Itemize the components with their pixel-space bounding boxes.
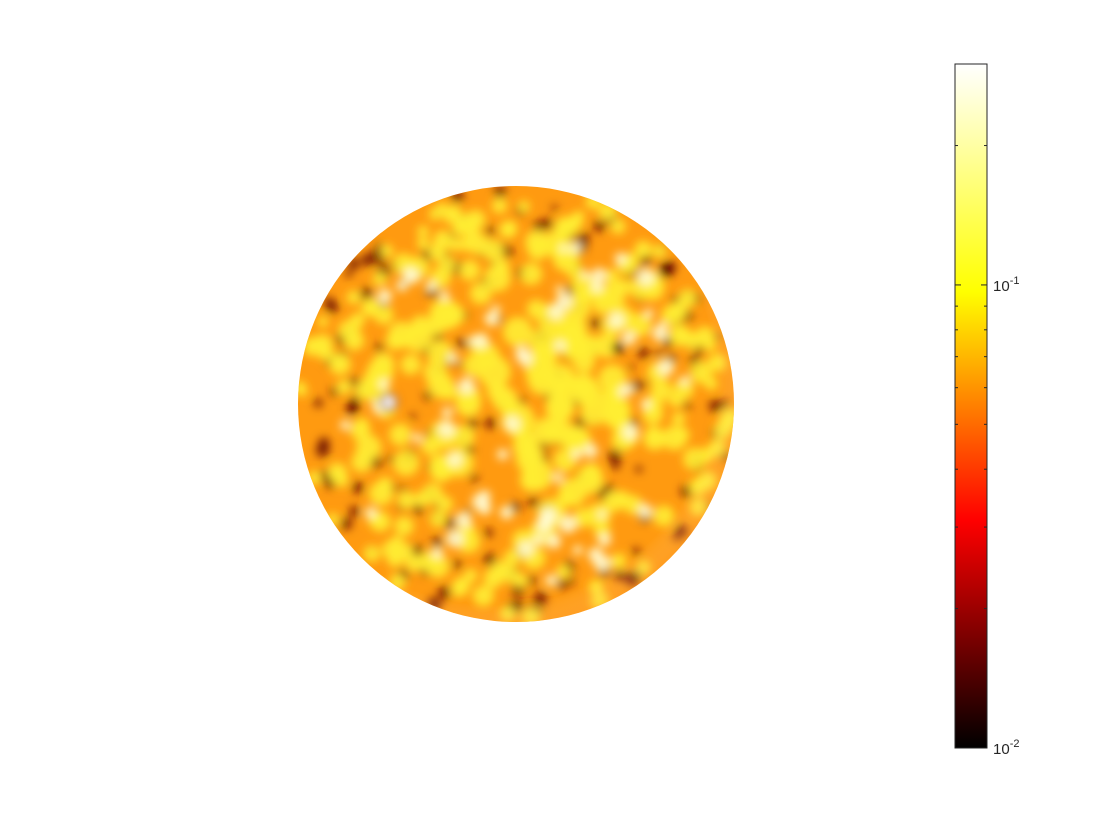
colorbar-tick-labels: 10-2 10-1 xyxy=(993,275,1019,758)
colorbar-frame xyxy=(954,63,988,749)
colorbar-tick-label: 10-2 xyxy=(993,738,1019,758)
colorbar-ticks xyxy=(955,63,987,749)
colorbar: 10-2 10-1 xyxy=(954,63,1019,758)
sphere-limb-shading xyxy=(298,186,734,622)
colorbar-fill xyxy=(955,64,987,748)
colorbar-tick-label: 10-1 xyxy=(993,275,1019,295)
sphere-surface xyxy=(298,186,734,622)
